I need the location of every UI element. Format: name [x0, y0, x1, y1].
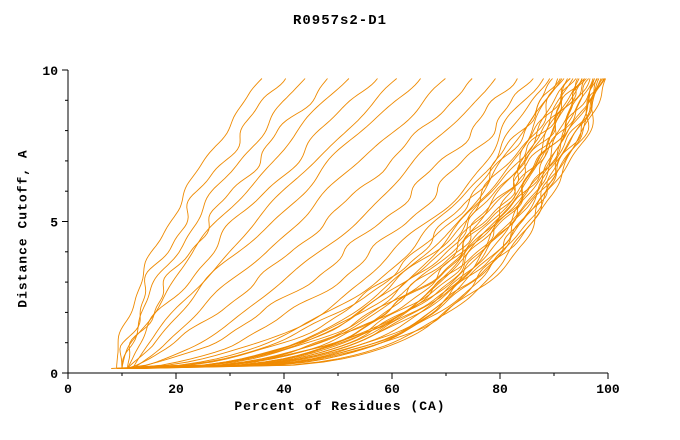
x-axis-label: Percent of Residues (CA)	[234, 399, 446, 414]
x-tick-label: 60	[384, 382, 400, 397]
model-curve	[127, 78, 473, 369]
model-curve	[127, 78, 604, 369]
y-tick-label: 10	[42, 64, 58, 79]
model-curve	[121, 78, 518, 369]
model-curve	[127, 78, 580, 369]
model-curve	[116, 78, 561, 369]
model-curve	[126, 78, 328, 369]
x-tick-label: 0	[64, 382, 72, 397]
model-curve	[127, 78, 594, 369]
model-curve	[132, 78, 397, 369]
x-tick-label: 20	[168, 382, 184, 397]
model-curve	[121, 78, 589, 369]
x-tick-label: 80	[492, 382, 508, 397]
model-curve	[132, 78, 496, 369]
model-curve	[119, 78, 287, 369]
model-curve	[121, 78, 571, 369]
model-curve	[132, 78, 605, 369]
model-curve	[121, 78, 306, 369]
model-curve	[116, 78, 263, 369]
model-curve	[127, 78, 421, 369]
model-curve	[111, 78, 544, 369]
model-curve	[116, 78, 591, 369]
y-axis-label: Distance Cutoff, A	[15, 149, 31, 308]
model-curve	[116, 78, 568, 369]
model-curve	[132, 78, 600, 369]
model-curve	[121, 78, 350, 369]
model-curve	[121, 78, 578, 369]
model-curve	[121, 78, 563, 369]
y-tick-label: 5	[50, 216, 58, 231]
model-curve	[121, 78, 602, 369]
y-tick-label: 0	[50, 367, 58, 382]
model-curve	[132, 78, 446, 369]
model-curve	[138, 78, 607, 369]
x-tick-label: 100	[596, 382, 620, 397]
chart-title: R0957s2-D1	[292, 13, 387, 29]
x-tick-label: 40	[276, 382, 292, 397]
model-curve	[116, 78, 551, 369]
model-curve	[126, 78, 378, 369]
model-curve	[127, 78, 534, 369]
model-curve	[121, 78, 598, 369]
